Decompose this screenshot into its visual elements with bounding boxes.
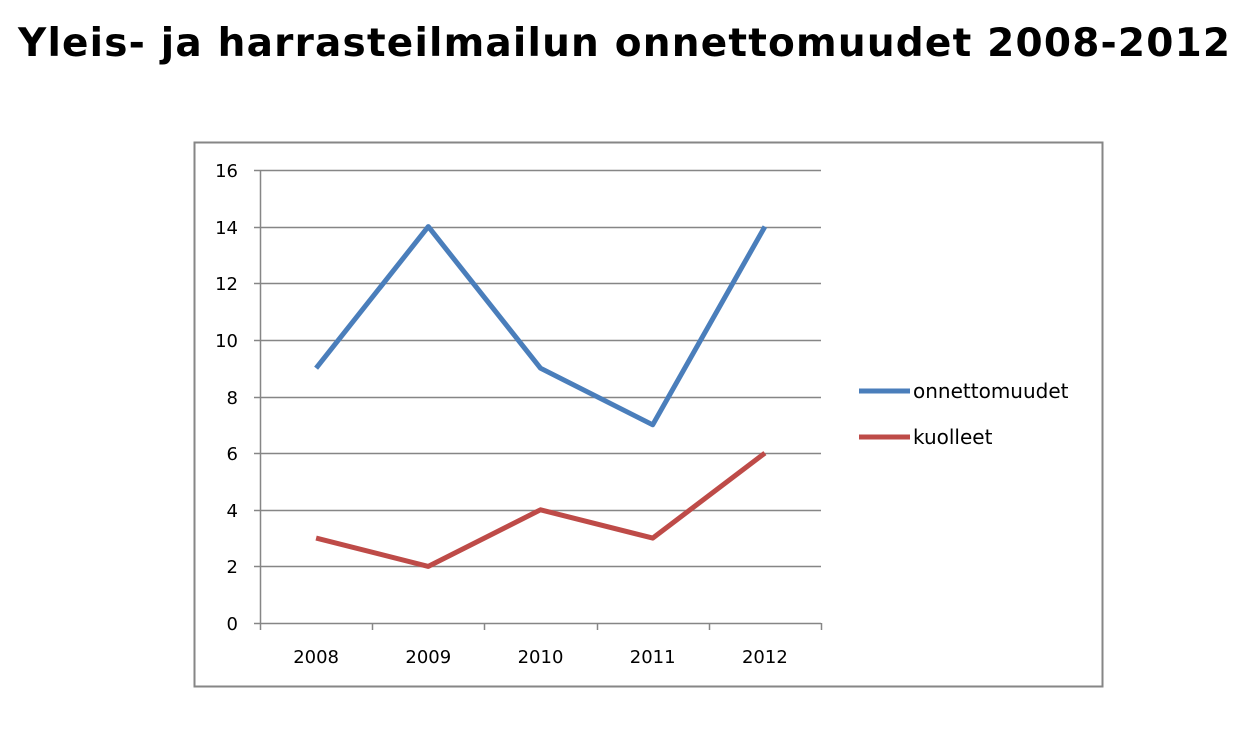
series-line-kuolleet — [315, 451, 767, 569]
x-tick-label: 2011 — [630, 647, 676, 668]
legend-label-onnettomuudet: onnettomuudet — [913, 379, 1069, 403]
y-tick-label: 4 — [227, 501, 238, 522]
axes: 0 2 4 6 8 10 12 14 16 2008 2009 2010 2011 2012 — [215, 161, 823, 668]
y-tick-label: 2 — [227, 557, 238, 578]
legend-label-kuolleet: kuolleet — [913, 425, 993, 449]
x-tick-label: 2009 — [405, 647, 451, 668]
x-tick-label: 2012 — [742, 647, 788, 668]
y-tick-label: 14 — [215, 218, 238, 239]
x-tick-label: 2010 — [518, 647, 564, 668]
page-title: Yleis- ja harrasteilmailun onnettomuudet… — [18, 21, 1232, 66]
series-line-onnettomuudet — [314, 224, 768, 428]
y-tick-label: 0 — [227, 614, 238, 635]
y-tick-label: 12 — [215, 274, 238, 295]
series-lines — [314, 224, 768, 569]
legend: onnettomuudet kuolleet — [859, 379, 1069, 449]
chart-border — [193, 141, 1104, 688]
y-tick-label: 10 — [215, 331, 238, 352]
y-tick-label: 6 — [227, 444, 238, 465]
y-tick-label: 8 — [227, 388, 238, 409]
x-tick-label: 2008 — [293, 647, 339, 668]
y-tick-label: 16 — [215, 161, 238, 182]
